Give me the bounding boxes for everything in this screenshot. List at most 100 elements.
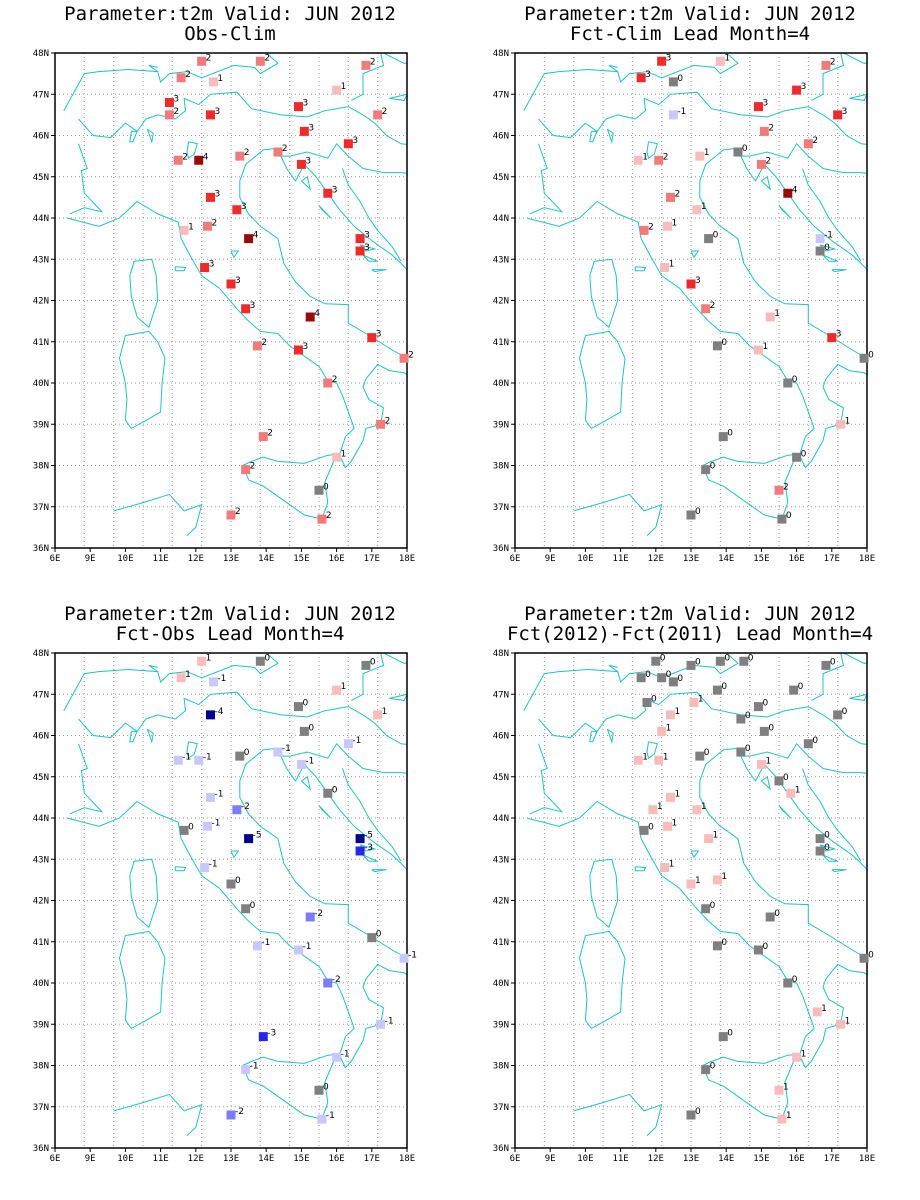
gridlines bbox=[55, 653, 407, 1148]
x-tick-label: 10E bbox=[117, 554, 133, 564]
coastline bbox=[578, 330, 626, 430]
x-tick-label: 16E bbox=[788, 554, 804, 564]
x-tick-label: 17E bbox=[824, 554, 840, 564]
coastline bbox=[113, 1093, 203, 1136]
station-marker bbox=[203, 821, 213, 831]
station-value-label: 0 bbox=[774, 909, 780, 919]
x-tick-label: 11E bbox=[612, 554, 628, 564]
x-tick-label: 14E bbox=[718, 554, 734, 564]
station-marker bbox=[739, 656, 749, 666]
station-marker bbox=[686, 660, 696, 670]
y-tick-label: 40N bbox=[33, 979, 49, 989]
station-value-label: 3 bbox=[645, 70, 651, 80]
station-value-label: 1 bbox=[762, 342, 768, 352]
station-value-label: 0 bbox=[748, 653, 754, 663]
station-value-label: -1 bbox=[250, 1062, 259, 1072]
y-tick-label: 45N bbox=[493, 173, 509, 183]
station-marker bbox=[323, 788, 333, 798]
coastline bbox=[822, 254, 838, 262]
station-value-label: 1 bbox=[724, 53, 730, 63]
station-marker bbox=[704, 234, 714, 244]
station-marker bbox=[367, 933, 377, 943]
station-value-label: 1 bbox=[217, 74, 223, 84]
station-value-label: 0 bbox=[323, 482, 329, 492]
station-value-label: 0 bbox=[868, 950, 874, 960]
y-tick-label: 46N bbox=[33, 732, 49, 742]
station-value-label: -1 bbox=[203, 752, 212, 762]
coastline bbox=[802, 168, 862, 262]
station-marker bbox=[332, 452, 342, 462]
y-tick-label: 43N bbox=[493, 855, 509, 865]
station-value-label: 3 bbox=[250, 301, 256, 311]
x-tick-label: 13E bbox=[223, 1154, 239, 1164]
station-value-label: 0 bbox=[235, 876, 241, 886]
station-marker bbox=[701, 304, 711, 314]
station-value-label: 2 bbox=[385, 416, 391, 426]
coastline bbox=[69, 143, 104, 215]
station-marker bbox=[774, 776, 784, 786]
station-value-label: -1 bbox=[302, 942, 311, 952]
station-marker bbox=[343, 739, 353, 749]
station-value-label: -1 bbox=[326, 1111, 335, 1121]
station-marker bbox=[314, 1085, 324, 1095]
station-marker bbox=[665, 792, 675, 802]
station-value-label: 2 bbox=[235, 507, 241, 517]
lake-outline bbox=[690, 250, 700, 259]
station-value-label: 3 bbox=[305, 156, 311, 166]
coastline bbox=[66, 747, 407, 1069]
station-value-label: 1 bbox=[341, 449, 347, 459]
station-marker bbox=[663, 821, 673, 831]
x-tick-label: 12E bbox=[648, 1154, 664, 1164]
station-marker bbox=[205, 192, 215, 202]
lake-outline bbox=[389, 93, 407, 101]
coastline bbox=[78, 691, 407, 745]
station-value-label: -1 bbox=[212, 818, 221, 828]
station-marker bbox=[293, 102, 303, 112]
station-marker bbox=[815, 246, 825, 256]
station-value-label: 2 bbox=[370, 57, 376, 67]
x-tick-label: 6E bbox=[50, 1154, 61, 1164]
panel-subtitle: Fct(2012)-Fct(2011) Lead Month=4 bbox=[506, 623, 874, 645]
station-marker bbox=[704, 834, 714, 844]
station-value-label: 4 bbox=[253, 231, 259, 241]
station-marker bbox=[173, 755, 183, 765]
station-value-label: 0 bbox=[710, 462, 716, 472]
lake-outline bbox=[389, 693, 407, 701]
station-marker bbox=[164, 98, 174, 107]
station-marker bbox=[665, 192, 675, 202]
station-value-label: 0 bbox=[786, 511, 792, 521]
station-marker bbox=[226, 279, 236, 289]
x-tick-label: 15E bbox=[293, 554, 309, 564]
station-marker bbox=[226, 879, 236, 889]
coastline bbox=[634, 266, 647, 272]
panel-fct-diff: Parameter:t2m Valid: JUN 2012 Fct(2012)-… bbox=[460, 600, 920, 1200]
station-value-label: 0 bbox=[798, 682, 804, 692]
panel-title: Parameter:t2m Valid: JUN 2012 bbox=[524, 3, 856, 25]
station-marker bbox=[715, 56, 725, 66]
station-value-label: -3 bbox=[364, 843, 373, 853]
station-value-label: 2 bbox=[185, 70, 191, 80]
station-value-label: 1 bbox=[206, 653, 212, 663]
lake-outline bbox=[230, 250, 240, 259]
y-tick-label: 37N bbox=[33, 1103, 49, 1113]
station-marker bbox=[355, 234, 365, 244]
lake-outline bbox=[186, 141, 198, 160]
station-marker bbox=[833, 710, 843, 720]
station-value-label: 3 bbox=[308, 123, 314, 133]
station-value-label: 1 bbox=[713, 831, 719, 841]
station-value-label: -2 bbox=[332, 975, 341, 985]
station-value-label: 1 bbox=[801, 1049, 807, 1059]
stations: 1 0 0 1 -1 1 0 1 -4 0 -1 -1 -1 -1 0 -1 0 -1 -2 -1 0 -5 -5 -3 -1 0… bbox=[173, 653, 417, 1124]
station-marker bbox=[399, 953, 409, 963]
station-marker bbox=[241, 304, 251, 314]
y-tick-label: 40N bbox=[493, 979, 509, 989]
coastline bbox=[129, 258, 159, 329]
station-marker bbox=[200, 863, 210, 872]
x-tick-label: 10E bbox=[577, 1154, 593, 1164]
station-marker bbox=[821, 60, 831, 70]
station-marker bbox=[668, 77, 678, 87]
station-value-label: 2 bbox=[783, 482, 789, 492]
station-value-label: 2 bbox=[206, 53, 212, 63]
coastline bbox=[737, 142, 867, 174]
